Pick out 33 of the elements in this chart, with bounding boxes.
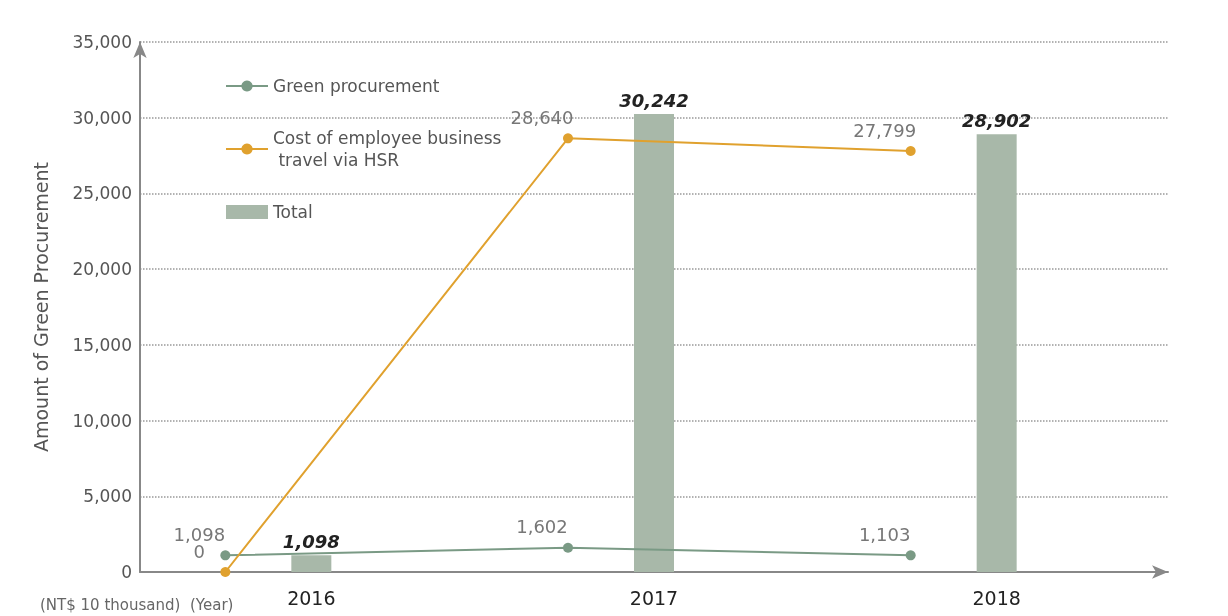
y-tick-label: 5,000 xyxy=(83,486,132,507)
y-tick-label: 30,000 xyxy=(72,107,132,128)
legend-label: Green procurement xyxy=(273,76,440,96)
y-axis-title: Amount of Green Procurement xyxy=(29,161,52,453)
data-label: 1,103 xyxy=(858,523,911,545)
y-tick-label: 10,000 xyxy=(72,410,132,431)
text: (NT$ 10 thousand) xyxy=(40,595,181,614)
bar xyxy=(634,114,674,572)
point xyxy=(563,133,573,144)
y-tick-label: 0 xyxy=(121,562,132,582)
legend-label: Cost of employee business travel via HSR xyxy=(273,128,502,170)
bar xyxy=(976,134,1017,572)
x-tick-label: 2018 xyxy=(972,586,1021,609)
point xyxy=(905,146,916,157)
y-tick-label: 20,000 xyxy=(72,259,132,280)
point xyxy=(563,542,573,553)
y-tick-label: 35,000 xyxy=(72,32,132,52)
y-tick-label: 15,000 xyxy=(72,334,132,355)
point xyxy=(220,550,231,561)
x-tick-label: 2016 xyxy=(287,586,336,609)
bar xyxy=(291,555,332,572)
data-label: 27,799 xyxy=(853,119,917,141)
data-label: 1,602 xyxy=(516,516,568,538)
data-label: 28,640 xyxy=(510,106,574,128)
x-tick-label: 2017 xyxy=(629,586,679,609)
point xyxy=(905,550,916,561)
data-label: 1,098 xyxy=(282,530,340,552)
data-label: 28,902 xyxy=(961,109,1032,131)
data-label: 30,242 xyxy=(619,89,689,111)
legend-label: Total xyxy=(272,202,313,222)
point xyxy=(220,567,231,577)
y-tick-label: 25,000 xyxy=(72,183,132,204)
text: (Year) xyxy=(190,595,234,614)
